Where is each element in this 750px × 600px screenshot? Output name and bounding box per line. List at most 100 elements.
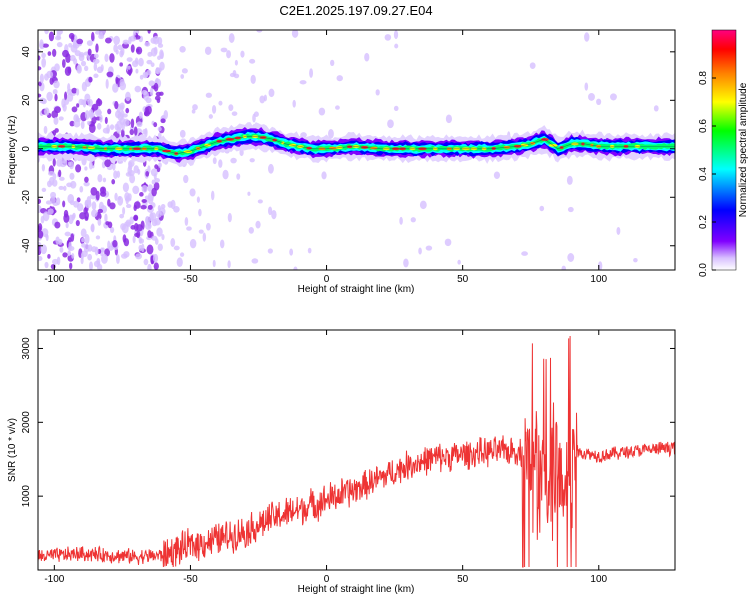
spectrogram-noise-blob [158, 207, 166, 216]
spectrogram-noise-blob [76, 103, 80, 108]
spectrogram-noise-blob [84, 199, 92, 209]
spectrogram-noise-blob [198, 229, 204, 234]
spectrogram-noise-blob [62, 252, 68, 258]
spectrogram-noise-blob [108, 245, 114, 251]
spectrogram-noise-blob [567, 253, 575, 262]
spectrogram-noise-blob [292, 99, 296, 108]
spectrogram-noise-blob [394, 43, 399, 49]
spectrogram-noise-blob [268, 88, 275, 98]
colorbar-tick-label: 0.4 [698, 167, 709, 181]
spectrogram-noise-blob [104, 159, 111, 168]
spectrogram-noise-blob [38, 256, 43, 262]
spectrogram-noise-blob [51, 110, 59, 119]
spectrogram-noise-blob [93, 62, 98, 72]
spectrogram-noise-blob [136, 121, 143, 128]
spectrogram-y-tick-label: -20 [21, 190, 32, 205]
spectrogram-noise-blob [138, 244, 143, 252]
spectrogram-noise-blob [202, 232, 207, 242]
spectrogram-noise-blob [68, 237, 72, 244]
spectrogram-noise-blob [141, 89, 148, 96]
spectrogram-noise-blob [189, 188, 196, 197]
spectrogram-noise-blob [38, 66, 42, 71]
spectrogram-noise-blob [107, 108, 112, 115]
spectrogram-noise-blob [121, 121, 125, 131]
spectrogram-noise-blob [96, 257, 101, 265]
spectrogram-noise-blob [129, 128, 135, 136]
spectrogram-noise-blob [39, 39, 44, 49]
spectrogram-noise-blob [609, 93, 617, 101]
spectrogram-noise-blob [93, 73, 99, 79]
spectrogram-noise-blob [54, 93, 58, 102]
spectrogram-noise-blob [140, 204, 147, 210]
spectrogram-noise-blob [73, 120, 81, 128]
colorbar-gradient [711, 29, 737, 271]
spectrogram-noise-blob [39, 73, 44, 84]
spectrogram-noise-blob [59, 246, 64, 253]
spectrogram-noise-blob [157, 126, 162, 132]
spectrogram-noise-blob [93, 53, 99, 59]
spectrogram-noise-blob [84, 176, 89, 183]
spectrogram-noise-blob [133, 214, 139, 222]
spectrogram-noise-blob [52, 88, 58, 95]
spectrogram-noise-blob [59, 176, 65, 181]
spectrogram-y-tick-label: -40 [21, 238, 32, 253]
spectrogram-noise-blob [418, 247, 422, 255]
spectrogram-noise-blob [54, 128, 59, 133]
spectrogram-noise-blob [212, 259, 216, 268]
spectrogram-noise-blob [230, 157, 237, 164]
spectrogram-noise-blob [529, 62, 536, 70]
spectrogram-noise-blob [80, 120, 85, 130]
spectrogram-noise-blob [180, 74, 185, 79]
spectrogram-noise-blob [126, 204, 132, 209]
spectrogram-noise-blob [95, 98, 103, 107]
spectrogram-noise-blob [267, 248, 273, 254]
spectrogram-noise-blob [75, 115, 79, 122]
spectrogram-noise-blob [139, 74, 144, 80]
spectrogram-noise-blob [86, 40, 93, 46]
spectrogram-noise-blob [148, 80, 155, 87]
spectrogram-noise-blob [87, 98, 93, 107]
spectrogram-noise-blob [234, 59, 238, 66]
spectrogram-noise-blob [179, 46, 186, 53]
spectrogram-noise-blob [122, 39, 130, 45]
spectrogram-noise-blob [155, 67, 161, 75]
spectrogram-noise-blob [141, 184, 148, 193]
spectrogram-noise-blob [43, 125, 48, 134]
spectrogram-noise-blob [68, 241, 72, 251]
spectrogram-noise-blob [145, 171, 150, 177]
spectrogram-noise-blob [63, 185, 67, 191]
spectrogram-noise-blob [289, 248, 294, 256]
spectrogram-noise-blob [84, 65, 89, 72]
spectrogram-noise-blob [106, 124, 110, 134]
spectrogram-noise-blob [151, 235, 158, 241]
spectrogram-noise-blob [109, 124, 115, 130]
spectrogram-noise-blob [81, 237, 85, 243]
spectrogram-noise-blob [119, 50, 124, 58]
spectrogram-noise-blob [119, 81, 127, 91]
spectrogram-noise-blob [116, 170, 121, 178]
spectrogram-noise-blob [130, 118, 135, 129]
spectrogram-noise-blob [40, 244, 47, 255]
spectrogram-noise-blob [179, 252, 185, 257]
spectrogram-noise-blob [222, 169, 229, 180]
spectrogram-noise-blob [151, 187, 157, 197]
spectrogram-noise-blob [79, 212, 86, 220]
spectrogram-noise-blob [84, 110, 90, 120]
spectrogram-noise-blob [218, 100, 223, 106]
spectrogram-noise-blob [249, 158, 255, 163]
spectrogram-noise-blob [88, 76, 93, 83]
colorbar-tick-label: 0.8 [698, 71, 709, 85]
spectrogram-noise-blob [129, 35, 137, 42]
spectrogram-noise-blob [633, 257, 638, 263]
spectrogram-noise-blob [364, 52, 370, 62]
spectrogram-noise-blob [56, 197, 61, 206]
spectrogram-noise-blob [75, 220, 80, 227]
spectrogram-noise-blob [189, 238, 197, 249]
spectrogram-noise-blob [132, 185, 140, 195]
spectrogram-noise-blob [113, 35, 121, 45]
spectrogram-noise-blob [61, 59, 66, 68]
spectrogram-noise-blob [47, 254, 51, 259]
spectrogram-noise-blob [84, 211, 89, 220]
spectrogram-noise-blob [54, 221, 61, 229]
spectrogram-noise-blob [86, 120, 91, 125]
